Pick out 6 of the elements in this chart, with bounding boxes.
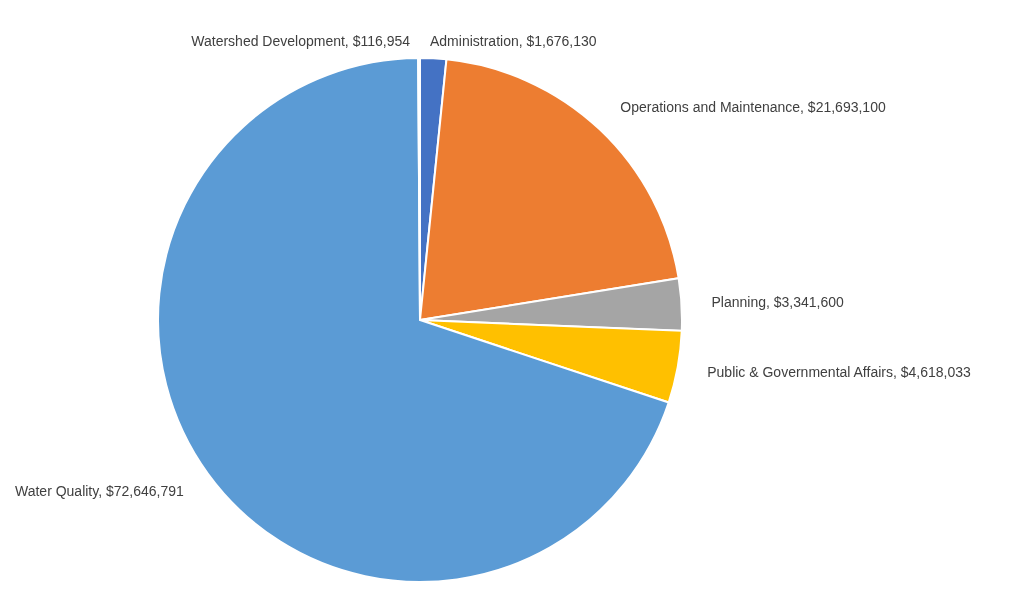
- slice-label: Administration, $1,676,130: [430, 33, 597, 49]
- slice-label: Operations and Maintenance, $21,693,100: [620, 98, 886, 115]
- slice-label: Planning, $3,341,600: [711, 293, 845, 310]
- slice-label: Watershed Development, $116,954: [191, 33, 411, 49]
- slice-label: Water Quality, $72,646,791: [14, 482, 185, 499]
- slice-label: Public & Governmental Affairs, $4,618,033: [707, 363, 972, 380]
